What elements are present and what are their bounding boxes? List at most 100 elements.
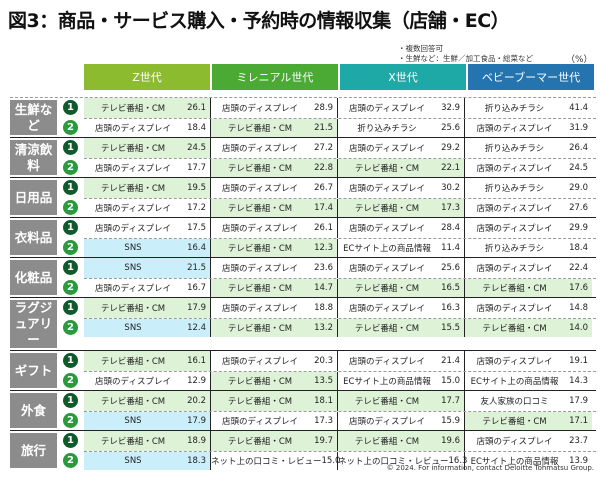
table-cell: テレビ番組・CM 19.6 [338, 431, 465, 451]
info-source: テレビ番組・CM [227, 396, 293, 407]
table-cell: 店頭のディスプレイ 17.3 [211, 411, 338, 430]
table-cell: SNS 12.4 [84, 318, 211, 337]
table-row: テレビ番組・CM 19.5 店頭のディスプレイ 26.7 店頭のディスプレイ 30.2 折り… [84, 178, 596, 198]
info-source: 店頭のディスプレイ [349, 143, 425, 154]
info-source: 店頭のディスプレイ [349, 303, 425, 314]
info-source: 店頭のディスプレイ [349, 356, 425, 367]
percentage: 17.9 [569, 395, 588, 406]
info-source: テレビ番組・CM [100, 356, 166, 367]
percentage: 28.9 [314, 102, 333, 113]
table-cell: テレビ番組・CM 18.1 [211, 391, 338, 411]
percentage: 14.3 [569, 375, 588, 386]
rank-badge-icon: 1 [63, 300, 78, 316]
percentage: 16.5 [441, 282, 460, 293]
info-source: 店頭のディスプレイ [476, 436, 553, 447]
table-row: テレビ番組・CM 26.1 店頭のディスプレイ 28.9 店頭のディスプレイ 32.9 折り… [84, 98, 596, 118]
table-cell: 店頭のディスプレイ 24.5 [465, 159, 592, 178]
table-row: 店頭のディスプレイ 18.4 テレビ番組・CM 21.5 折り込みチラシ 25.6 店頭のデ… [84, 117, 596, 138]
table-cell: 店頭のディスプレイ 26.7 [211, 178, 338, 198]
info-source: 店頭のディスプレイ [222, 183, 298, 194]
info-source: 店頭のディスプレイ [349, 263, 425, 274]
column-header: X世代 [340, 64, 466, 90]
info-source: 店頭のディスプレイ [95, 283, 171, 294]
category-label: 衣料品 [10, 220, 57, 255]
category-group: 化粧品 1 2 SNS 21.5 店頭のディスプレイ 23.6 店頭のディスプレイ 25.6 店頭… [10, 257, 596, 297]
info-source: 店頭のディスプレイ [222, 416, 298, 427]
info-source: テレビ番組・CM [227, 163, 293, 174]
table-cell: テレビ番組・CM 17.4 [211, 198, 338, 217]
table-cell: ネット上の口コミ・レビュー 16.3 [338, 451, 468, 470]
table-cell: 店頭のディスプレイ 23.6 [211, 258, 338, 278]
percentage: 18.1 [314, 395, 333, 406]
percentage: 18.8 [314, 302, 333, 313]
table-cell: テレビ番組・CM 16.1 [84, 351, 211, 371]
info-source: SNS [124, 415, 142, 426]
table-cell: テレビ番組・CM 17.9 [84, 298, 211, 318]
table-cell: テレビ番組・CM 22.8 [211, 158, 338, 177]
category-group: ギフト 1 2 テレビ番組・CM 16.1 店頭のディスプレイ 20.3 店頭のディスプレイ 2… [10, 350, 596, 390]
percentage: 25.6 [441, 262, 460, 273]
category-label: 清涼飲料 [10, 140, 57, 175]
note-fresh-definition: ・生鮮など：生鮮／加工食品・総菜など [398, 54, 533, 63]
percentage: 19.7 [314, 435, 333, 446]
info-source: テレビ番組・CM [227, 323, 293, 334]
table-cell: 店頭のディスプレイ 14.8 [465, 298, 592, 318]
rank-badge-icon: 1 [63, 433, 78, 449]
rank-badge-icon: 1 [63, 260, 78, 276]
info-source: ネット上の口コミ・レビュー [211, 456, 322, 467]
info-source: 友人家族の口コミ [480, 396, 549, 407]
table-cell: 店頭のディスプレイ 31.9 [465, 119, 592, 138]
category-label: 生鮮など [10, 100, 57, 135]
info-source: 店頭のディスプレイ [222, 263, 298, 274]
info-source: 店頭のディスプレイ [222, 303, 298, 314]
percentage: 16.7 [187, 282, 206, 293]
percentage: 17.1 [569, 415, 588, 426]
percentage: 17.2 [187, 202, 206, 213]
table-row: SNS 12.4 テレビ番組・CM 13.2 テレビ番組・CM 15.5 テレビ番組・CM 1… [84, 317, 596, 337]
info-source: テレビ番組・CM [354, 436, 420, 447]
table-row: テレビ番組・CM 20.2 テレビ番組・CM 18.1 テレビ番組・CM 17.7 友人家族… [84, 391, 596, 411]
info-source: 折り込みチラシ [357, 123, 417, 134]
category-group: 旅行 1 2 テレビ番組・CM 18.9 テレビ番組・CM 19.7 テレビ番組・CM 19.6… [10, 430, 596, 470]
table-cell: SNS 18.3 [84, 451, 211, 470]
category-group: 生鮮など 1 2 テレビ番組・CM 26.1 店頭のディスプレイ 28.9 店頭のディスプレイ… [10, 97, 596, 137]
table-cell: 店頭のディスプレイ 17.5 [84, 218, 211, 238]
table-cell: テレビ番組・CM 15.5 [338, 318, 465, 337]
percentage: 16.3 [441, 302, 460, 313]
info-source: 店頭のディスプレイ [222, 103, 298, 114]
percentage: 29.9 [569, 222, 588, 233]
table-row: SNS 17.9 店頭のディスプレイ 17.3 店頭のディスプレイ 15.9 テレビ番組・C… [84, 410, 596, 430]
table-cell: 折り込みチラシ 26.4 [465, 138, 592, 158]
table-cell: 店頭のディスプレイ 28.9 [211, 98, 338, 118]
rank-badge-icon: 2 [63, 119, 78, 135]
info-source: 店頭のディスプレイ [95, 376, 171, 387]
info-source: テレビ番組・CM [482, 283, 547, 294]
category-group: 清涼飲料 1 2 テレビ番組・CM 24.5 店頭のディスプレイ 27.2 店頭のディスプレイ… [10, 137, 596, 177]
percentage: 18.4 [569, 242, 588, 253]
percentage: 16.3 [448, 455, 468, 466]
table-cell: 店頭のディスプレイ 17.2 [84, 198, 211, 217]
table-row: 店頭のディスプレイ 17.7 テレビ番組・CM 22.8 テレビ番組・CM 22.1 店頭の… [84, 157, 596, 178]
rank-badge-icon: 2 [63, 372, 78, 388]
percentage: 22.8 [314, 162, 333, 173]
percentage: 22.1 [441, 162, 460, 173]
copyright-footer: © 2024. For information, contact Deloitt… [386, 464, 594, 472]
category-label: 旅行 [10, 433, 57, 468]
percentage: 15.0 [321, 455, 341, 466]
percentage: 29.2 [441, 142, 460, 153]
table-cell: 店頭のディスプレイ 17.7 [84, 158, 211, 177]
table-cell: 店頭のディスプレイ 30.2 [338, 178, 465, 198]
table-cell: ECサイト上の商品情報 11.4 [338, 238, 465, 257]
percentage: 26.7 [314, 182, 333, 193]
category-label: 日用品 [10, 180, 57, 215]
table-cell: 店頭のディスプレイ 19.1 [465, 351, 592, 371]
percentage: 19.1 [569, 355, 588, 366]
info-source: 店頭のディスプレイ [95, 223, 171, 234]
info-source: テレビ番組・CM [100, 103, 166, 114]
table-cell: ECサイト上の商品情報 13.9 [465, 452, 592, 471]
rank-badge-icon: 1 [63, 140, 78, 156]
column-header: ベビーブーマー世代 [468, 64, 594, 90]
